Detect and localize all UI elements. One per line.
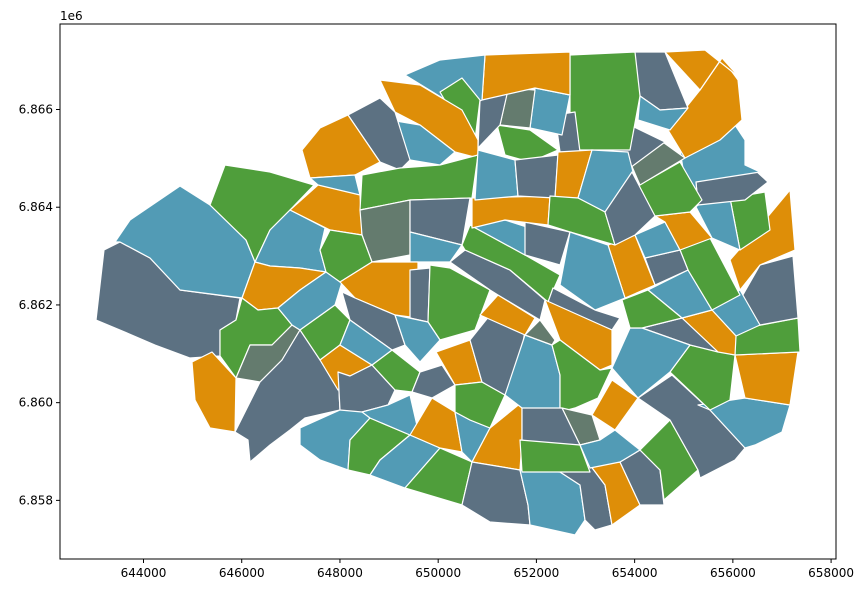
x-tick-label: 654000: [612, 566, 658, 580]
x-tick-label: 648000: [317, 566, 363, 580]
district-polygon: [529, 87, 571, 136]
district-polygon: [637, 95, 689, 131]
x-tick-label: 652000: [513, 566, 559, 580]
district-polygon: [569, 51, 641, 151]
district-polygon: [337, 364, 396, 413]
district-polygon: [411, 364, 456, 399]
x-tick-label: 650000: [415, 566, 461, 580]
y-tick-label: 6.866: [19, 103, 53, 117]
x-tick-label: 656000: [710, 566, 756, 580]
district-polygon: [409, 267, 431, 323]
district-polygon: [559, 231, 626, 311]
district-polygon: [664, 49, 741, 91]
district-polygon: [547, 287, 621, 331]
axes-frame: [59, 23, 837, 560]
district-polygon: [496, 124, 559, 163]
y-tick-label: 6.864: [19, 200, 53, 214]
x-tick-label: 646000: [219, 566, 265, 580]
district-polygon: [524, 221, 571, 266]
district-polygon: [591, 379, 639, 431]
x-tick-label: 658000: [808, 566, 854, 580]
y-offset-label: 1e6: [60, 9, 83, 23]
district-polygon: [514, 154, 559, 199]
district-polygon: [579, 429, 641, 469]
x-tick-label: 644000: [121, 566, 167, 580]
district-polygon: [474, 149, 519, 201]
district-polygon: [339, 319, 393, 366]
y-tick-label: 6.858: [19, 493, 53, 507]
y-axis: 6.858 6.860 6.862 6.864 6.866: [19, 103, 60, 507]
district-polygon: [621, 289, 683, 329]
district-polygon: [734, 351, 799, 406]
district-polygon: [524, 319, 556, 346]
y-tick-label: 6.860: [19, 396, 53, 410]
district-polygons: [95, 49, 801, 536]
district-polygon: [551, 339, 613, 413]
district-polygon: [639, 419, 699, 501]
y-tick-label: 6.862: [19, 298, 53, 312]
district-polygon: [604, 171, 656, 246]
district-polygon: [359, 199, 411, 263]
district-polygon: [479, 294, 536, 336]
district-polygon: [544, 299, 613, 371]
x-axis: 644000 646000 648000 650000 652000 654000 6560…: [121, 559, 854, 580]
district-polygon: [519, 439, 591, 473]
district-polygon: [394, 314, 441, 363]
